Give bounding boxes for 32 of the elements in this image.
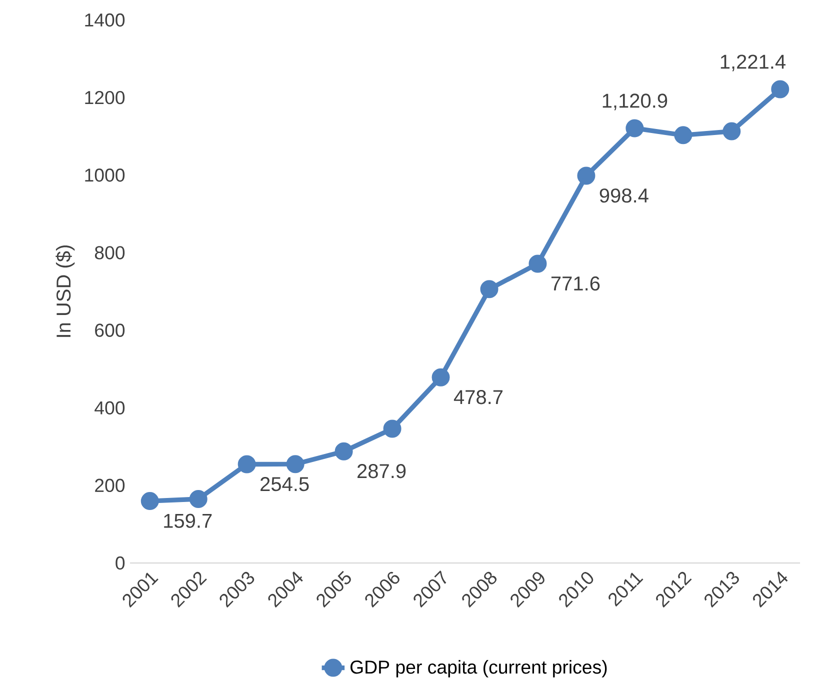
point <box>528 254 547 273</box>
data-label: 771.6 <box>551 276 600 291</box>
point <box>140 492 159 510</box>
point <box>674 126 692 144</box>
legend-label: GDP per capita (current prices) <box>350 660 607 678</box>
y-tick-label: 1400 <box>85 13 125 27</box>
point <box>432 368 450 386</box>
data-label: 998.4 <box>600 188 648 203</box>
point <box>722 122 741 140</box>
data-label: 287.9 <box>358 464 406 478</box>
point <box>626 119 644 138</box>
point <box>577 166 596 185</box>
y-tick-label: 0 <box>116 556 125 570</box>
y-tick-label: 800 <box>94 246 125 260</box>
y-tick-label: 600 <box>95 324 125 337</box>
point <box>238 455 256 474</box>
point <box>771 80 790 98</box>
point <box>480 280 498 298</box>
y-tick-label: 1200 <box>85 90 125 104</box>
point <box>383 420 402 438</box>
data-label: 1,120.9 <box>602 94 668 110</box>
y-tick-label: 400 <box>94 401 125 414</box>
data-label: 254.5 <box>260 476 309 492</box>
data-label: 159.7 <box>164 514 212 528</box>
point <box>189 490 208 508</box>
y-tick-label: 1000 <box>85 168 125 182</box>
y-axis-title: In USD ($) <box>56 246 75 337</box>
data-label: 1,221.4 <box>720 54 786 72</box>
y-tick-label: 200 <box>95 478 125 492</box>
data-label: 478.7 <box>454 390 503 404</box>
point <box>334 442 353 460</box>
point <box>286 455 304 474</box>
